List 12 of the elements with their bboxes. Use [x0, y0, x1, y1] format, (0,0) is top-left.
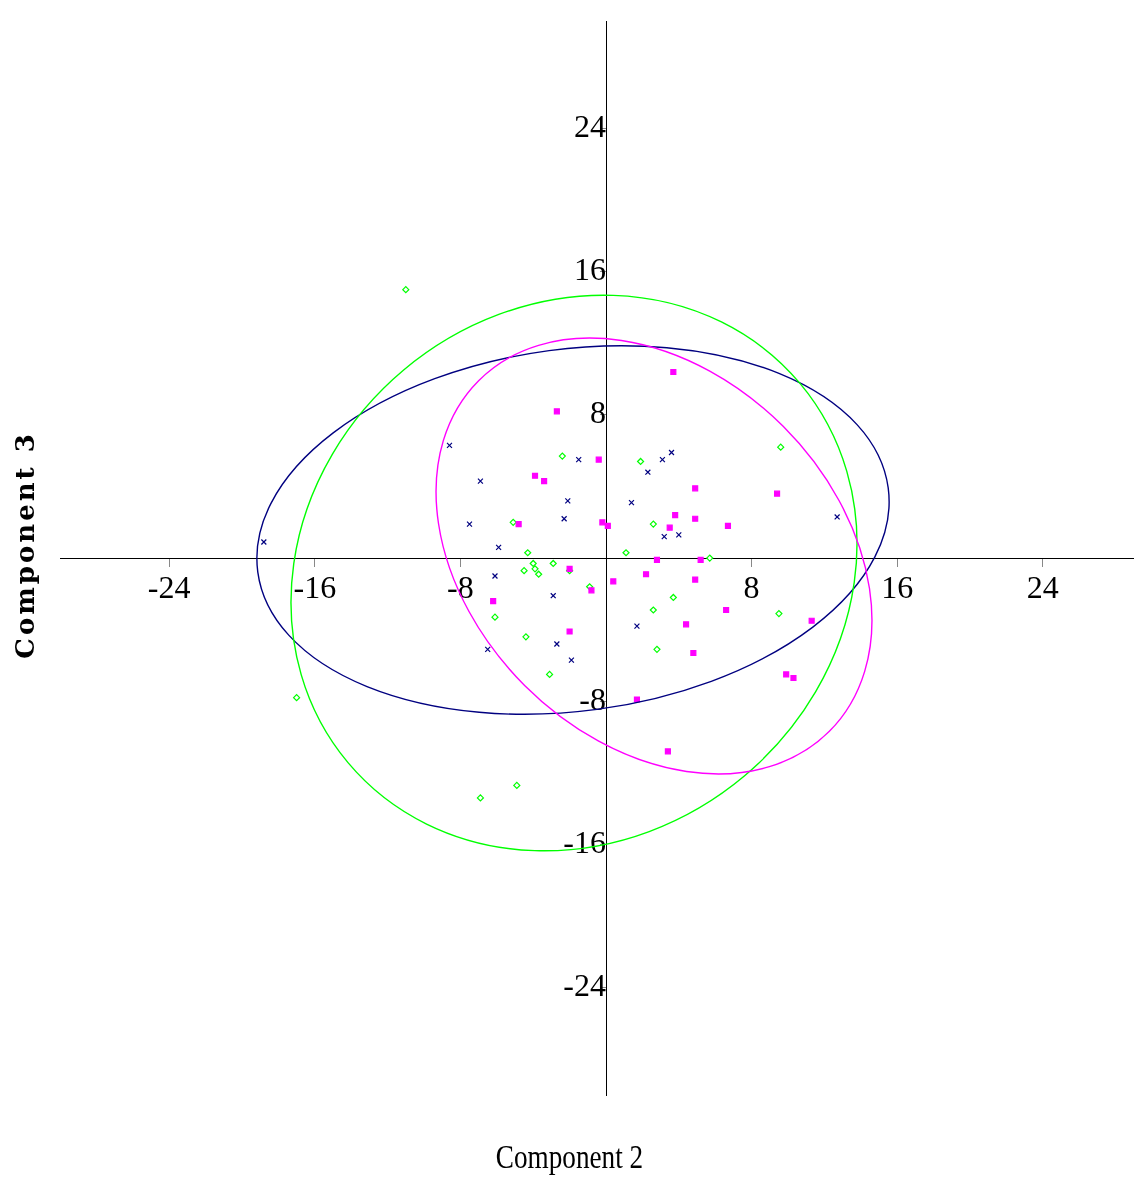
y-tick-label: -24 — [563, 967, 606, 1004]
x-tick-label: -24 — [147, 568, 191, 605]
y-tick-label: 16 — [574, 251, 606, 288]
x-tick-label: -16 — [293, 568, 337, 605]
y-axis-title: Component 3 — [10, 430, 40, 661]
y-tick-label: -8 — [579, 680, 606, 717]
x-tick-label: 24 — [1026, 568, 1059, 605]
x-tick-label: 16 — [881, 568, 914, 605]
y-tick-label: 24 — [574, 107, 606, 144]
y-tick-label: 8 — [590, 394, 606, 431]
x-tick-label: 8 — [743, 568, 760, 605]
x-axis-title: Component 2 — [494, 1138, 645, 1176]
